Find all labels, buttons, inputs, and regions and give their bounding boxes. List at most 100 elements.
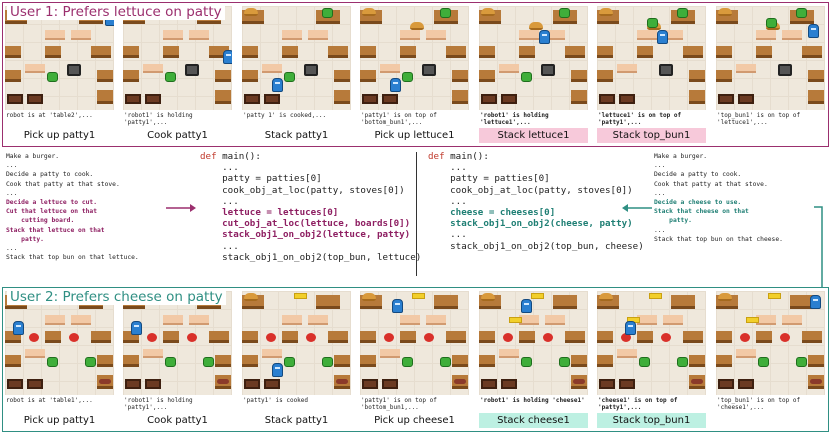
table	[215, 90, 231, 104]
lettuce	[322, 8, 333, 18]
code-line-highlight: stack_obj1_on_obj2(cheese, patty)	[428, 218, 633, 230]
plan-line: ...	[654, 226, 666, 234]
table	[637, 46, 653, 58]
patty	[217, 379, 229, 384]
kitchen-scene	[479, 291, 588, 395]
counter	[637, 30, 657, 40]
table	[434, 295, 458, 309]
arrow-left-icon	[622, 204, 652, 212]
crate	[718, 94, 734, 104]
tomato	[661, 333, 671, 342]
step-label	[716, 128, 825, 143]
step-caption: 'patty1' is cooked	[243, 397, 309, 404]
stove	[67, 64, 81, 76]
plan-line-highlight: Stack that cheese on that	[654, 208, 749, 216]
plan-line: ...	[6, 162, 18, 170]
tomato	[147, 333, 157, 342]
plan-line-highlight: Cut that lettuce on that	[6, 208, 97, 216]
table	[689, 70, 705, 82]
table	[215, 355, 231, 367]
table	[446, 46, 466, 58]
patty	[99, 379, 111, 384]
counter	[308, 30, 328, 40]
bun	[599, 293, 613, 301]
step-label: Pick up patty1	[23, 130, 96, 141]
table	[97, 70, 113, 82]
table	[446, 331, 466, 343]
code-line-highlight: cut_obj_at_loc(lettuce, boards[0])	[200, 218, 411, 230]
table	[808, 90, 824, 104]
counter	[71, 30, 91, 40]
step-caption: 'robot1' is holding 'cheese1'	[480, 397, 585, 404]
code-divider	[416, 152, 417, 276]
counter	[189, 315, 209, 325]
step-label: Cook patty1	[147, 130, 208, 141]
counter	[782, 30, 802, 40]
code-line: ...	[200, 162, 239, 174]
py-code-lettuce: def main(): ... patty = patties[0] cook_…	[200, 151, 421, 263]
step-caption: 'cheese1' is on top of 'patty1',...	[598, 397, 678, 411]
table	[328, 46, 348, 58]
counter	[499, 64, 519, 73]
crate	[145, 379, 161, 389]
robot-icon	[272, 363, 283, 377]
burger-stack	[529, 22, 543, 30]
table	[242, 355, 258, 367]
robot-icon	[521, 299, 532, 313]
table	[683, 46, 703, 58]
def-signature: main():	[444, 151, 489, 162]
bun	[481, 8, 495, 16]
kitchen-scene	[5, 6, 114, 110]
lettuce	[559, 8, 570, 18]
crate	[125, 94, 141, 104]
counter	[262, 349, 282, 358]
cheese	[531, 293, 544, 299]
table	[45, 46, 61, 58]
table	[565, 46, 585, 58]
counter	[163, 30, 183, 40]
table	[242, 70, 258, 82]
crate	[619, 379, 635, 389]
code-line: ...	[200, 240, 239, 252]
step-label: Stack patty1	[264, 130, 329, 141]
plan-line-highlight: patty.	[654, 217, 692, 225]
tomato	[740, 333, 750, 342]
plan-line-highlight: patty.	[6, 235, 44, 243]
cheese	[649, 293, 662, 299]
bun	[244, 293, 258, 301]
nl-plan-cheese: Make a burger.... Decide a patty to cook.…	[654, 152, 783, 244]
plan-line: ...	[654, 162, 666, 170]
lettuce-on-patty	[766, 18, 777, 28]
tomato	[543, 333, 553, 342]
crate	[619, 94, 635, 104]
step-caption: 'top_bun1' is on top of 'cheese1',...	[717, 397, 801, 411]
counter	[756, 315, 776, 325]
lettuce	[165, 72, 176, 82]
step-label: Stack cheese1	[479, 413, 588, 428]
table	[683, 331, 703, 343]
cheese	[294, 293, 307, 299]
step-label: Pick up cheese1	[374, 415, 455, 426]
step-frame: 'lettuce1' is on top of 'patty1',... Stac…	[597, 6, 706, 143]
step-frame: 'robot1' is holding 'lettuce1',... Stack …	[479, 6, 588, 143]
step-caption: 'robot1' is holding 'patty1',...	[124, 397, 193, 411]
counter	[663, 315, 683, 325]
kitchen-scene	[5, 291, 114, 395]
counter	[736, 349, 756, 358]
table	[316, 295, 340, 309]
lettuce	[402, 72, 413, 82]
counter	[663, 30, 683, 40]
crate	[362, 94, 378, 104]
table	[571, 90, 587, 104]
user2-panel: User 2: Prefers cheese on patty robot is…	[2, 287, 829, 432]
table	[689, 355, 705, 367]
code-line: stack_obj1_on_obj2(top_bun, lettuce)	[200, 251, 422, 263]
lettuce	[796, 357, 807, 367]
table	[163, 331, 179, 343]
table	[215, 70, 231, 82]
tomato	[503, 333, 513, 342]
bun	[718, 8, 732, 16]
table	[97, 90, 113, 104]
step-frame: 'patty1' is cooked Stack patty1	[242, 291, 351, 428]
step-label: Pick up patty1	[23, 415, 96, 426]
